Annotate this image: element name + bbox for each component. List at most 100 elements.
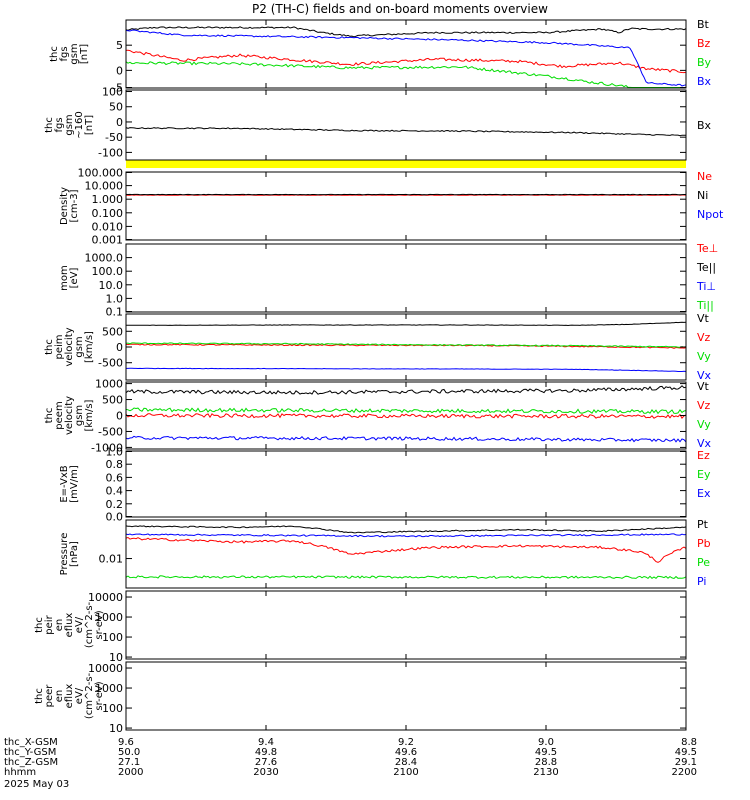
footer-value: 29.1 — [675, 757, 697, 768]
y-axis-label-line: fgs — [59, 46, 70, 61]
panel-7: 1.00.80.60.40.20.0 E=-VxB [mV/m] Ez Ey Ex — [59, 446, 711, 524]
footer-value: 2030 — [253, 767, 278, 778]
footer-value: 28.8 — [535, 757, 557, 768]
y-axis-label-line: [mV/m] — [69, 465, 80, 503]
legend-label: Ti⊥ — [696, 280, 716, 293]
y-axis-label-line: thc — [44, 408, 55, 424]
panel-10: 10000 1000 100 10 thc peer en eflux eV/(cm^2-s-s… — [34, 661, 687, 735]
panel-1: 5 0 -5 thc fgs gsm [nT] Bt Bz By Bx — [49, 18, 712, 95]
legend-label: Ni — [697, 189, 708, 202]
y-axis-label-line: (cm^2-s- — [84, 601, 95, 648]
footer-row-label: thc_X-GSM — [4, 737, 58, 748]
y-axis-label-line: eflux — [64, 684, 75, 709]
y-tick-label: 500 — [102, 394, 123, 407]
series-line-1-2 — [125, 61, 686, 88]
y-tick-label: 1000 — [95, 378, 123, 391]
legend-label: Vx — [697, 369, 712, 382]
panel-5: 500 0 -500 thc peim velocity gsm [km/s] Vt Vz Vy Vx — [44, 312, 712, 382]
footer-value: 27.1 — [118, 757, 140, 768]
y-axis-label-line: sr-eV) — [94, 681, 105, 710]
y-axis-label-line: peer — [44, 684, 55, 708]
y-axis-label-line: E=-VxB — [59, 465, 70, 502]
footer-value: 49.6 — [395, 747, 417, 758]
legend-label: Bx — [697, 75, 712, 88]
series-line-1-0 — [125, 26, 687, 38]
legend-label: Vx — [697, 437, 712, 450]
footer-value: 9.6 — [118, 737, 134, 748]
panel-8: 0.01 Pressure [nPa] Pt Pb Pe Pi — [59, 518, 711, 589]
y-tick-label: 500 — [102, 325, 123, 338]
legend-label: Pb — [697, 537, 711, 550]
footer-value: 27.6 — [255, 757, 277, 768]
legend-label: Ex — [697, 487, 711, 500]
legend-label: Te⊥ — [696, 242, 718, 255]
legend-label: Ey — [697, 468, 711, 481]
y-tick-label: 0 — [116, 410, 123, 423]
y-axis-label-line: thc — [34, 617, 45, 633]
legend-label: Pe — [697, 556, 710, 569]
legend-label: Npot — [697, 208, 724, 221]
footer-row-label: thc_Z-GSM — [4, 757, 58, 768]
footer-value: 9.0 — [538, 737, 554, 748]
series-line-6-2 — [125, 407, 687, 415]
y-tick-label: -50 — [105, 131, 123, 144]
legend-label: Bt — [697, 18, 710, 31]
y-axis-label-line: gsm — [64, 114, 75, 135]
legend-label: Ti|| — [696, 299, 714, 312]
series-line-1-1 — [125, 49, 687, 74]
y-tick-label: 10000 — [88, 662, 123, 675]
y-tick-label: 0.6 — [106, 471, 124, 484]
series-line-5-2 — [125, 342, 687, 348]
y-tick-label: 0 — [116, 116, 123, 129]
y-axis-label-line: eV/ — [74, 687, 85, 704]
series-line-5-0 — [126, 321, 687, 327]
y-tick-label: 0.001 — [92, 234, 124, 247]
y-tick-label: 0.01 — [99, 553, 124, 566]
legend-label: Pt — [697, 518, 709, 531]
y-tick-label: -500 — [98, 357, 123, 370]
y-tick-label: 10 — [109, 651, 123, 664]
y-tick-label: 10000 — [88, 591, 123, 604]
footer-value: 9.2 — [398, 737, 414, 748]
y-axis-label-line: [km/s] — [84, 331, 95, 363]
y-tick-label: 0.8 — [106, 458, 124, 471]
y-tick-label: 0 — [116, 341, 123, 354]
footer-value: 8.8 — [681, 737, 697, 748]
footer-value: 2000 — [118, 767, 143, 778]
y-tick-label: 0.010 — [92, 220, 124, 233]
legend-label: Ez — [697, 449, 710, 462]
series-line-6-0 — [125, 385, 687, 395]
y-tick-label: 1.000 — [92, 193, 124, 206]
footer-value: 28.4 — [395, 757, 417, 768]
plot-title: P2 (TH-C) fields and on-board moments ov… — [252, 2, 548, 16]
y-axis-label-line: en — [54, 619, 65, 632]
legend-label: Vz — [697, 399, 711, 412]
y-axis-label-line: [cm-3] — [69, 189, 80, 222]
y-tick-label: 1000 — [95, 611, 123, 624]
y-axis-label-line: [km/s] — [84, 399, 95, 431]
y-tick-label: -5 — [112, 82, 123, 95]
y-tick-label: 100.000 — [78, 167, 124, 180]
y-tick-label: -500 — [98, 425, 123, 438]
legend-label: Vy — [697, 350, 711, 363]
footer-value: 49.8 — [255, 747, 277, 758]
series-line-6-1 — [125, 413, 687, 419]
legend-label: Ne — [697, 170, 712, 183]
legend-label: Vt — [697, 312, 710, 325]
y-tick-label: 100.0 — [92, 265, 124, 278]
y-axis-label-line: [nPa] — [69, 541, 80, 567]
y-tick-label: 50 — [109, 101, 123, 114]
y-axis-label-line: ~160 — [74, 111, 85, 138]
series-line-2-0 — [125, 127, 686, 137]
y-tick-label: 0 — [116, 64, 123, 77]
legend-label: Te|| — [696, 261, 716, 274]
y-tick-label: 0.2 — [106, 498, 124, 511]
series-line-8-1 — [125, 536, 687, 563]
footer-value: 2130 — [533, 767, 558, 778]
y-axis-label-line: [nT] — [84, 115, 95, 135]
footer-value: 9.4 — [258, 737, 274, 748]
y-tick-label: -1000 — [91, 441, 123, 454]
